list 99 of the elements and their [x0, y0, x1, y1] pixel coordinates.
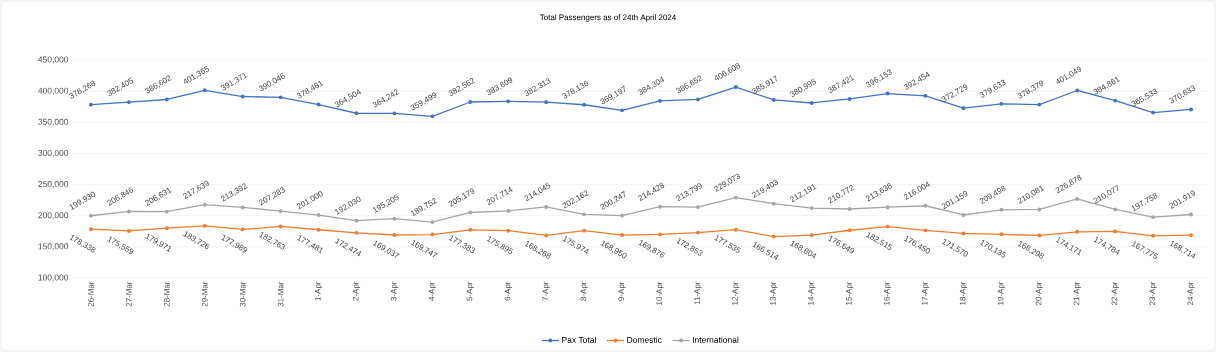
point [1037, 233, 1042, 238]
y-tick-label: 250,000 [38, 181, 69, 189]
point [468, 227, 473, 232]
point [999, 232, 1004, 237]
point [658, 232, 662, 237]
point [1113, 207, 1118, 212]
point [1113, 229, 1118, 234]
point [430, 232, 435, 237]
point [1151, 233, 1156, 238]
point [809, 206, 814, 211]
point [164, 226, 169, 231]
point [809, 101, 814, 105]
point [771, 201, 776, 206]
point [1189, 212, 1193, 217]
point [847, 228, 852, 233]
point [847, 207, 852, 211]
y-tick-label: 300,000 [38, 149, 69, 157]
point [202, 88, 207, 93]
point [658, 98, 662, 103]
point [695, 230, 700, 235]
point [278, 95, 283, 100]
point [468, 210, 473, 215]
point [923, 93, 928, 98]
legend-label: Domestic [627, 336, 662, 343]
point [316, 227, 321, 232]
point [126, 209, 131, 214]
y-tick-label: 400,000 [38, 87, 69, 95]
point [126, 228, 131, 233]
point [240, 205, 245, 210]
point [89, 102, 93, 107]
point [658, 204, 662, 209]
point [1151, 110, 1156, 115]
point [1075, 88, 1080, 93]
point [1113, 98, 1118, 103]
point [126, 100, 131, 105]
point [89, 227, 93, 232]
point [202, 202, 207, 207]
point [89, 213, 93, 218]
point [733, 85, 738, 89]
legend-label: Pax Total [562, 336, 596, 343]
point [695, 205, 700, 210]
point [999, 207, 1004, 212]
point [771, 234, 776, 239]
point [544, 100, 549, 105]
y-tick-label: 100,000 [38, 274, 69, 282]
point [847, 97, 852, 101]
y-tick-label: 450,000 [38, 56, 69, 64]
point [354, 230, 359, 235]
point [1189, 107, 1193, 112]
point [392, 111, 397, 116]
point [240, 227, 245, 232]
point [695, 97, 700, 102]
point [923, 203, 928, 208]
point [164, 209, 169, 214]
point [620, 233, 624, 237]
point [733, 195, 738, 200]
point [430, 114, 435, 119]
point [771, 97, 776, 102]
point [1075, 197, 1080, 201]
point [392, 216, 397, 221]
point [544, 233, 549, 238]
point [1151, 215, 1156, 220]
point [164, 97, 169, 102]
point [240, 94, 245, 99]
y-tick-label: 200,000 [38, 212, 69, 220]
point [1189, 233, 1193, 238]
point [961, 106, 966, 111]
point [354, 218, 359, 223]
point [430, 220, 435, 225]
point [809, 233, 814, 238]
point [620, 108, 624, 113]
point [961, 213, 966, 217]
point [468, 100, 473, 104]
point [620, 213, 624, 218]
point [316, 213, 321, 218]
point [885, 224, 890, 229]
point [733, 227, 738, 232]
point [354, 111, 359, 116]
y-tick-label: 350,000 [38, 118, 69, 126]
point [506, 228, 511, 233]
y-tick-label: 150,000 [38, 243, 69, 251]
point [506, 208, 511, 213]
point [999, 101, 1004, 106]
point [582, 228, 587, 233]
point [1075, 229, 1080, 234]
point [582, 102, 587, 107]
point [392, 233, 397, 237]
point [885, 205, 890, 210]
point [278, 224, 283, 229]
legend-label: International [692, 336, 739, 343]
point [544, 205, 549, 209]
point [582, 212, 587, 217]
point [1037, 102, 1042, 107]
point [961, 231, 966, 236]
point [506, 99, 511, 104]
point [923, 228, 928, 233]
point [1037, 207, 1042, 212]
point [202, 223, 207, 228]
point [278, 209, 283, 214]
